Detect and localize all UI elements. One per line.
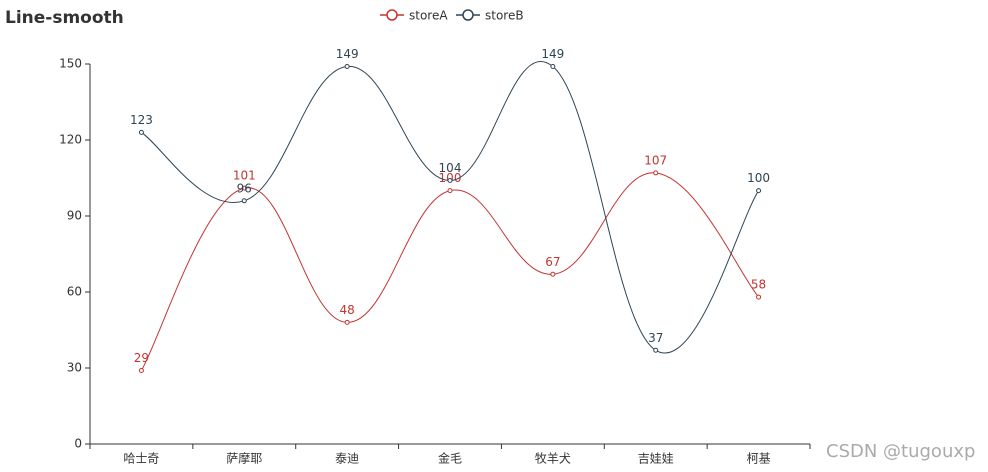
point bbox=[756, 188, 762, 194]
data-label: 104 bbox=[439, 161, 462, 175]
legend-label: storeA bbox=[409, 9, 448, 23]
legend-label: storeB bbox=[485, 9, 524, 23]
point bbox=[756, 294, 762, 300]
point bbox=[344, 64, 350, 70]
data-label: 58 bbox=[751, 278, 766, 292]
data-label: 149 bbox=[336, 47, 359, 61]
point bbox=[653, 347, 659, 353]
x-tick-label: 金毛 bbox=[438, 451, 462, 466]
chart-title: Line-smooth bbox=[5, 8, 124, 28]
y-tick-label: 120 bbox=[59, 133, 82, 147]
x-tick-label: 吉娃娃 bbox=[638, 452, 674, 466]
data-label: 48 bbox=[340, 303, 355, 317]
point bbox=[447, 188, 453, 194]
data-label: 29 bbox=[134, 351, 149, 365]
data-label: 96 bbox=[237, 181, 252, 195]
data-label: 107 bbox=[644, 153, 667, 167]
point bbox=[550, 64, 556, 70]
point bbox=[653, 170, 659, 176]
y-tick-label: 30 bbox=[67, 361, 82, 375]
x-tick-label: 牧羊犬 bbox=[535, 451, 571, 466]
point bbox=[241, 185, 247, 191]
y-tick-label: 0 bbox=[74, 437, 82, 451]
x-tick-label: 哈士奇 bbox=[123, 452, 159, 466]
series-line bbox=[141, 61, 759, 354]
data-label: 149 bbox=[541, 47, 564, 61]
point bbox=[344, 319, 350, 325]
legend-icon bbox=[462, 9, 474, 21]
point bbox=[241, 198, 247, 204]
y-tick-label: 60 bbox=[67, 285, 82, 299]
point bbox=[138, 129, 144, 135]
y-tick-label: 90 bbox=[67, 209, 82, 223]
x-tick-label: 泰迪 bbox=[335, 452, 359, 466]
data-label: 67 bbox=[545, 255, 560, 269]
legend-icon bbox=[386, 9, 398, 21]
point bbox=[550, 271, 556, 277]
x-tick-label: 柯基 bbox=[747, 452, 771, 466]
data-label: 100 bbox=[747, 171, 770, 185]
data-label: 37 bbox=[648, 331, 663, 345]
data-label: 123 bbox=[130, 113, 153, 127]
y-tick-label: 150 bbox=[59, 57, 82, 71]
x-tick-label: 萨摩耶 bbox=[226, 451, 262, 466]
point bbox=[138, 368, 144, 374]
data-label: 101 bbox=[233, 169, 256, 183]
point bbox=[447, 178, 453, 184]
watermark: CSDN @tugouxp bbox=[826, 441, 975, 462]
